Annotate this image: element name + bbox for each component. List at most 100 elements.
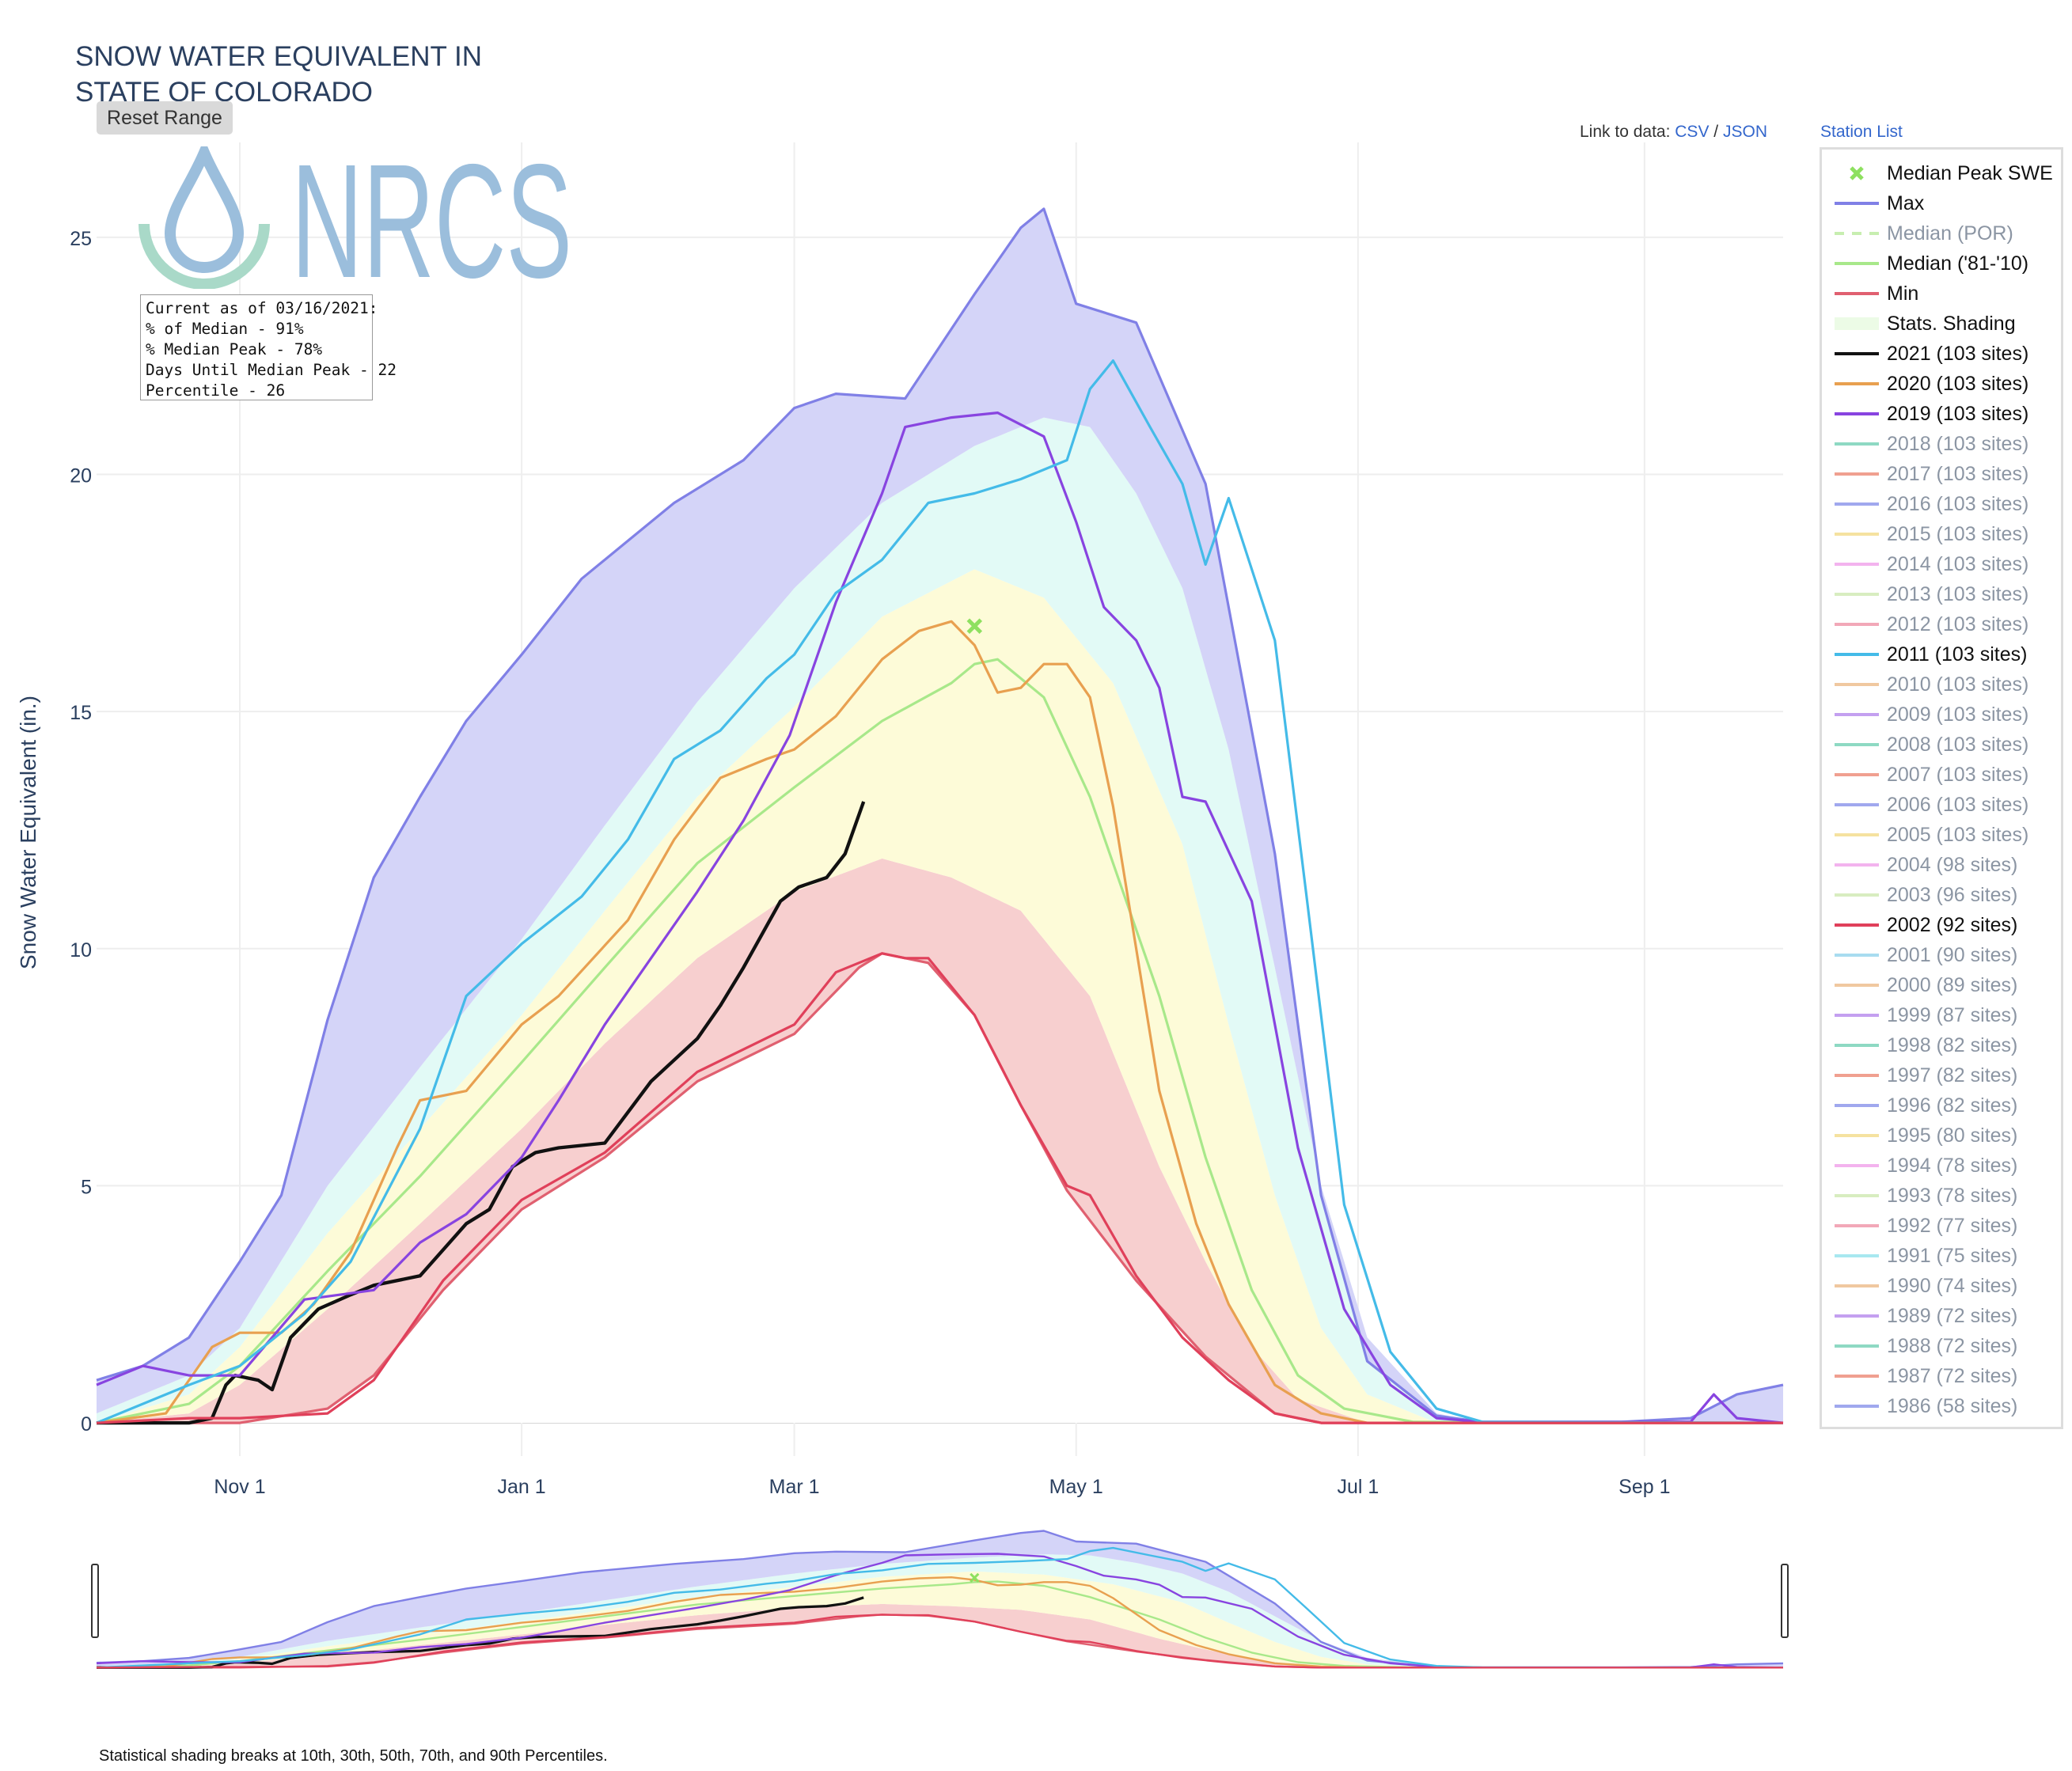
- slider-series-2002: [96, 1614, 1783, 1669]
- legend-swatch: [1833, 917, 1880, 933]
- legend-item[interactable]: Max: [1822, 189, 2059, 218]
- legend-item[interactable]: 2016 (103 sites): [1822, 490, 2059, 518]
- y-tick-label: 0: [81, 1413, 92, 1435]
- legend-label: 2017 (103 sites): [1887, 462, 2029, 485]
- legend-item[interactable]: 2021 (103 sites): [1822, 339, 2059, 368]
- x-tick-label: Nov 1: [214, 1476, 265, 1498]
- band-p90-max: [97, 208, 1783, 1424]
- legend-label: 2018 (103 sites): [1887, 432, 2029, 455]
- legend-swatch: [1833, 1188, 1880, 1204]
- legend-label: 1993 (78 sites): [1887, 1184, 2018, 1207]
- link-separator: /: [1713, 123, 1719, 141]
- legend-swatch: [1833, 466, 1880, 482]
- median-peak-marker: [966, 618, 983, 635]
- legend-label: 2014 (103 sites): [1887, 552, 2029, 575]
- legend-item[interactable]: 1999 (87 sites): [1822, 1001, 2059, 1030]
- footnote: Statistical shading breaks at 10th, 30th…: [99, 1747, 608, 1765]
- legend-item[interactable]: 2011 (103 sites): [1822, 640, 2059, 669]
- range-slider-right-handle[interactable]: [1781, 1564, 1789, 1638]
- legend-label: 2021 (103 sites): [1887, 342, 2029, 365]
- legend-swatch: [1833, 1037, 1880, 1053]
- legend-item[interactable]: Stats. Shading: [1822, 309, 2059, 338]
- legend-swatch: [1833, 1338, 1880, 1354]
- legend-swatch: [1833, 977, 1880, 993]
- legend-item[interactable]: 1991 (75 sites): [1822, 1242, 2059, 1270]
- series-max: [96, 207, 1784, 1424]
- legend-swatch: [1833, 827, 1880, 843]
- legend-item[interactable]: 1986 (58 sites): [1822, 1392, 2059, 1420]
- legend-label: 1996 (82 sites): [1887, 1094, 2018, 1117]
- legend-label: 2006 (103 sites): [1887, 793, 2029, 816]
- legend-item[interactable]: 1993 (78 sites): [1822, 1181, 2059, 1210]
- legend-item[interactable]: Median Peak SWE: [1822, 159, 2059, 188]
- legend-label: 2010 (103 sites): [1887, 673, 2029, 696]
- legend-swatch: [1833, 737, 1880, 753]
- legend-item[interactable]: 2003 (96 sites): [1822, 881, 2059, 909]
- stats-days-until-peak: Days Until Median Peak - 22: [146, 361, 397, 379]
- legend-item[interactable]: 1992 (77 sites): [1822, 1212, 2059, 1240]
- legend-item[interactable]: 2000 (89 sites): [1822, 971, 2059, 999]
- y-tick-label: 20: [70, 465, 92, 487]
- legend-item[interactable]: 1994 (78 sites): [1822, 1151, 2059, 1180]
- legend-swatch: [1833, 526, 1880, 542]
- legend-item[interactable]: 2019 (103 sites): [1822, 400, 2059, 428]
- legend-item[interactable]: 2007 (103 sites): [1822, 760, 2059, 789]
- legend-label: 1988 (72 sites): [1887, 1334, 2018, 1357]
- reset-range-button[interactable]: Reset Range: [97, 101, 233, 135]
- legend-item[interactable]: Median (POR): [1822, 219, 2059, 248]
- legend-swatch: [1833, 1218, 1880, 1234]
- legend-item[interactable]: 2017 (103 sites): [1822, 460, 2059, 488]
- y-tick-label: 10: [70, 939, 92, 961]
- legend-swatch: [1833, 1098, 1880, 1113]
- legend-item[interactable]: 2006 (103 sites): [1822, 791, 2059, 819]
- legend-item[interactable]: 2015 (103 sites): [1822, 520, 2059, 548]
- legend-item[interactable]: 1997 (82 sites): [1822, 1061, 2059, 1090]
- legend-item[interactable]: 1989 (72 sites): [1822, 1302, 2059, 1330]
- legend-item[interactable]: 1988 (72 sites): [1822, 1332, 2059, 1360]
- legend-swatch: [1833, 857, 1880, 873]
- legend-item[interactable]: 1995 (80 sites): [1822, 1121, 2059, 1150]
- legend-item[interactable]: 2005 (103 sites): [1822, 821, 2059, 849]
- legend-item[interactable]: Min: [1822, 279, 2059, 308]
- legend-item[interactable]: 1998 (82 sites): [1822, 1031, 2059, 1060]
- legend-item[interactable]: 2004 (98 sites): [1822, 851, 2059, 879]
- legend-item[interactable]: 2020 (103 sites): [1822, 370, 2059, 398]
- legend-label: 1991 (75 sites): [1887, 1244, 2018, 1267]
- legend-label: Stats. Shading: [1887, 312, 2016, 335]
- logo-wordmark: NRCS: [291, 146, 572, 289]
- legend-item[interactable]: 2014 (103 sites): [1822, 550, 2059, 578]
- legend-swatch: [1833, 647, 1880, 662]
- legend-item[interactable]: Median ('81-'10): [1822, 249, 2059, 278]
- legend-item[interactable]: 1996 (82 sites): [1822, 1091, 2059, 1120]
- legend-item[interactable]: 2002 (92 sites): [1822, 911, 2059, 939]
- legend-item[interactable]: 2010 (103 sites): [1822, 670, 2059, 699]
- legend-item[interactable]: 1990 (74 sites): [1822, 1272, 2059, 1300]
- legend-swatch: [1833, 406, 1880, 422]
- legend-item[interactable]: 2013 (103 sites): [1822, 580, 2059, 609]
- legend-item[interactable]: 2009 (103 sites): [1822, 700, 2059, 729]
- legend-item[interactable]: 2001 (90 sites): [1822, 941, 2059, 969]
- legend-label: Median (POR): [1887, 222, 2013, 245]
- logo-arc-icon: [139, 223, 270, 289]
- legend-swatch: [1833, 1278, 1880, 1294]
- legend-swatch: [1833, 707, 1880, 722]
- legend-item[interactable]: 1987 (72 sites): [1822, 1362, 2059, 1390]
- legend-label: 2016 (103 sites): [1887, 492, 2029, 515]
- legend-item[interactable]: 2018 (103 sites): [1822, 430, 2059, 458]
- legend-swatch: [1833, 1007, 1880, 1023]
- y-tick-label: 25: [70, 228, 92, 250]
- json-link[interactable]: JSON: [1722, 123, 1767, 141]
- legend-label: 1992 (77 sites): [1887, 1214, 2018, 1237]
- station-list-link[interactable]: Station List: [1820, 123, 1903, 141]
- csv-link[interactable]: CSV: [1675, 123, 1710, 141]
- legend-item[interactable]: 2008 (103 sites): [1822, 730, 2059, 759]
- x-tick-label: Sep 1: [1619, 1476, 1670, 1498]
- stats-percent-median: % of Median - 91%: [146, 320, 304, 338]
- range-slider-left-handle[interactable]: [91, 1564, 99, 1638]
- series-median: [96, 658, 1784, 1424]
- legend-item[interactable]: 2012 (103 sites): [1822, 610, 2059, 639]
- slider-series-2019: [96, 1553, 1784, 1669]
- legend-label: 2005 (103 sites): [1887, 823, 2029, 846]
- legend-label: 2011 (103 sites): [1887, 643, 2028, 666]
